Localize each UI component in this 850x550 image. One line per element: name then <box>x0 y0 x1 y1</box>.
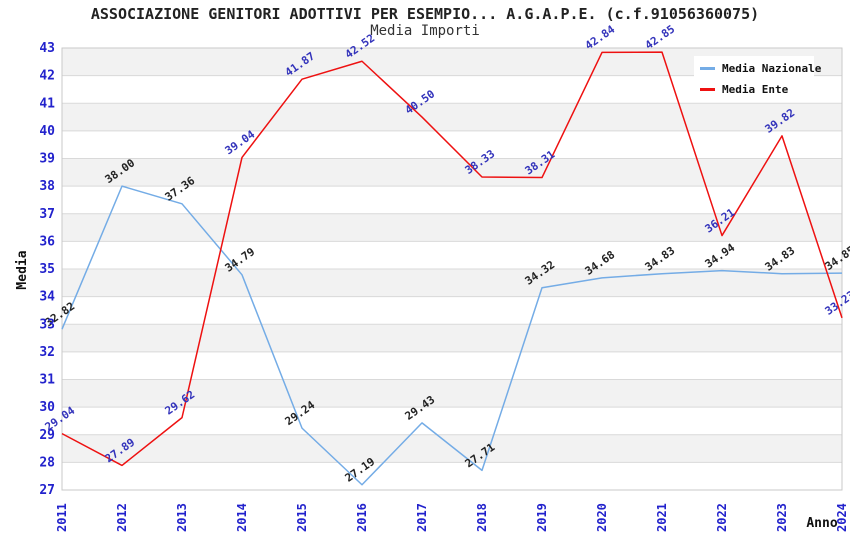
x-tick-label: 2022 <box>715 503 729 532</box>
y-tick-label: 29 <box>39 428 55 443</box>
plot-band <box>62 103 842 131</box>
y-tick-label: 27 <box>39 483 55 498</box>
plot-band <box>62 379 842 408</box>
plot-band <box>62 324 842 352</box>
y-tick-label: 31 <box>39 373 55 388</box>
x-tick-label: 2021 <box>655 503 669 532</box>
y-tick-label: 33 <box>39 317 55 332</box>
y-tick-label: 43 <box>39 41 55 56</box>
chart-subtitle: Media Importi <box>370 23 480 39</box>
plot-band <box>62 269 842 297</box>
plot-band <box>62 296 842 325</box>
y-tick-label: 28 <box>39 455 55 470</box>
y-tick-label: 41 <box>39 96 55 111</box>
plot-band <box>62 407 842 435</box>
legend-line-swatch-ente-icon <box>700 88 715 91</box>
x-tick-label: 2013 <box>175 503 189 532</box>
y-tick-label: 42 <box>39 69 55 84</box>
chart-title: ASSOCIAZIONE GENITORI ADOTTIVI PER ESEMP… <box>90 5 760 23</box>
y-tick-label: 34 <box>39 290 55 305</box>
plot-band <box>62 158 842 187</box>
plot-band <box>62 434 842 463</box>
plot-band <box>62 351 842 380</box>
x-tick-label: 2015 <box>295 503 309 532</box>
y-tick-label: 30 <box>39 400 55 415</box>
x-axis-title: Anno <box>806 516 837 531</box>
legend-line-swatch-nazionale-icon <box>700 67 715 70</box>
x-tick-label: 2014 <box>235 503 249 532</box>
plot-band <box>62 241 842 269</box>
x-tick-label: 2019 <box>535 503 549 532</box>
series-line-media-ente <box>61 51 843 467</box>
y-tick-label: 36 <box>39 234 55 249</box>
plot-band <box>62 186 842 214</box>
y-tick-label: 32 <box>39 345 55 360</box>
x-tick-label: 2017 <box>415 503 429 532</box>
x-tick-label: 2011 <box>55 503 69 532</box>
y-tick-label: 40 <box>39 124 55 139</box>
y-tick-label: 35 <box>39 262 55 277</box>
x-tick-label: 2023 <box>775 503 789 532</box>
x-tick-label: 2020 <box>595 503 609 532</box>
y-axis-title: Media <box>15 250 30 289</box>
x-tick-label: 2016 <box>355 503 369 532</box>
x-tick-label: 2012 <box>115 503 129 532</box>
legend-label-media-ente: Media Ente <box>722 83 789 96</box>
plot-band <box>62 130 842 159</box>
y-tick-label: 39 <box>39 152 55 167</box>
series-line-media-nazionale <box>61 185 843 486</box>
plot-band <box>62 462 842 490</box>
legend-label-media-nazionale: Media Nazionale <box>722 62 822 75</box>
legend: Media Nazionale Media Ente <box>694 56 821 102</box>
x-tick-label: 2024 <box>835 503 849 532</box>
plot-border <box>61 47 843 491</box>
x-tick-label: 2018 <box>475 503 489 532</box>
plot-band <box>62 213 842 242</box>
legend-item-media-ente: Media Ente <box>700 83 814 96</box>
y-tick-label: 37 <box>39 207 55 222</box>
legend-item-media-nazionale: Media Nazionale <box>700 62 821 75</box>
y-tick-label: 38 <box>39 179 55 194</box>
